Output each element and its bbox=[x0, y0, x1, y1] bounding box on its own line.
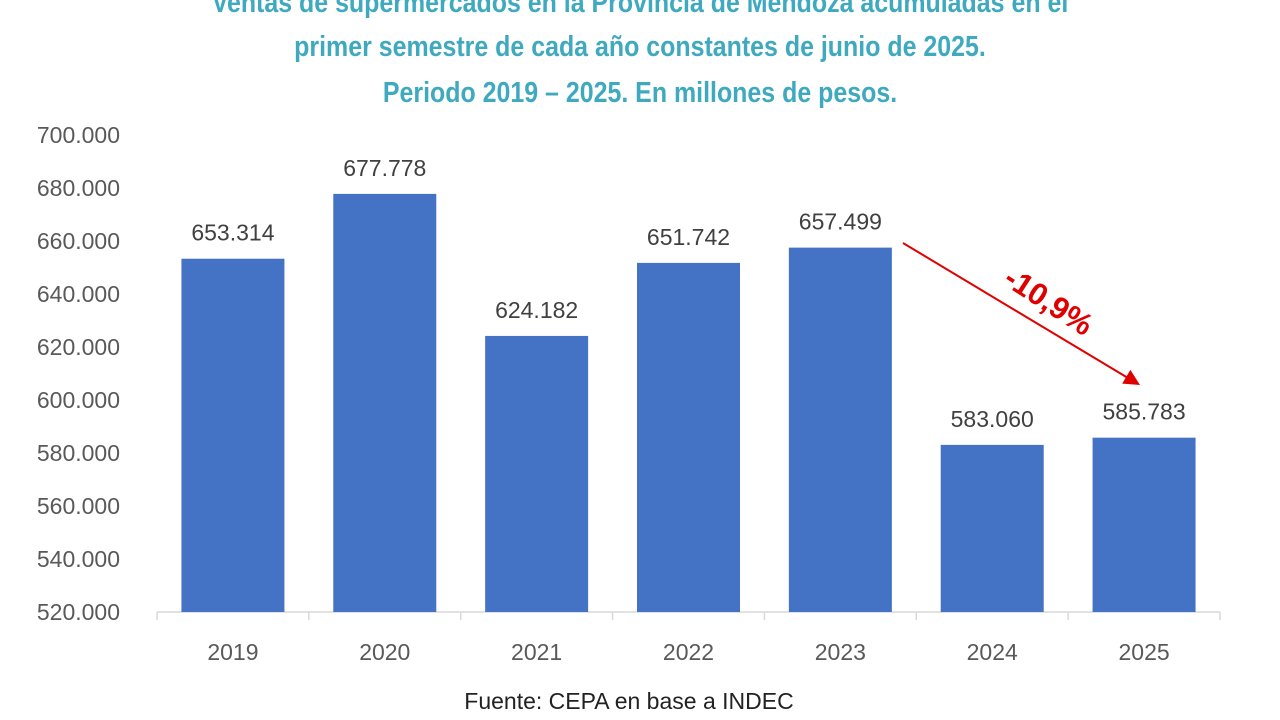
bar-2020 bbox=[333, 193, 437, 612]
trend-arrow-line bbox=[902, 242, 1129, 379]
y-tick-label: 600.000 bbox=[37, 387, 120, 413]
x-tick-label: 2021 bbox=[511, 639, 562, 665]
y-tick-label: 580.000 bbox=[37, 440, 120, 466]
x-tick-label: 2019 bbox=[207, 639, 258, 665]
data-label: 624.182 bbox=[495, 297, 578, 323]
bar-2019 bbox=[181, 258, 285, 612]
x-tick-label: 2020 bbox=[359, 639, 410, 665]
y-tick-label: 680.000 bbox=[37, 175, 120, 201]
chart-title-line-3: Periodo 2019 – 2025. En millones de peso… bbox=[382, 77, 898, 109]
bar-2021 bbox=[485, 335, 589, 612]
data-label: 653.314 bbox=[191, 220, 274, 246]
x-tick-label: 2025 bbox=[1118, 639, 1169, 665]
data-label: 651.742 bbox=[647, 224, 730, 250]
y-tick-label: 560.000 bbox=[37, 493, 120, 519]
data-label: 657.499 bbox=[799, 209, 882, 235]
y-tick-label: 540.000 bbox=[37, 546, 120, 572]
x-tick-label: 2023 bbox=[815, 639, 866, 665]
y-tick-label: 520.000 bbox=[37, 599, 120, 625]
source-note: Fuente: CEPA en base a INDEC bbox=[464, 688, 794, 714]
y-tick-label: 620.000 bbox=[37, 334, 120, 360]
chart-title-line-2: primer semestre de cada año constantes d… bbox=[294, 31, 986, 63]
bar-2022 bbox=[637, 262, 740, 612]
bar-2023 bbox=[788, 247, 892, 612]
y-tick-label: 660.000 bbox=[37, 228, 120, 254]
chart-title-line-1: Ventas de supermercados en la Provincia … bbox=[211, 0, 1069, 19]
x-tick-label: 2024 bbox=[967, 639, 1018, 665]
x-tick-label: 2022 bbox=[663, 639, 714, 665]
y-tick-label: 640.000 bbox=[37, 281, 120, 307]
arrow-head-icon bbox=[1122, 369, 1140, 385]
y-tick-label: 700.000 bbox=[37, 122, 120, 148]
data-label: 677.778 bbox=[343, 155, 426, 181]
bar-2025 bbox=[1092, 437, 1196, 612]
data-label: 585.783 bbox=[1103, 399, 1186, 425]
bar-2024 bbox=[940, 444, 1044, 612]
data-label: 583.060 bbox=[951, 406, 1034, 432]
